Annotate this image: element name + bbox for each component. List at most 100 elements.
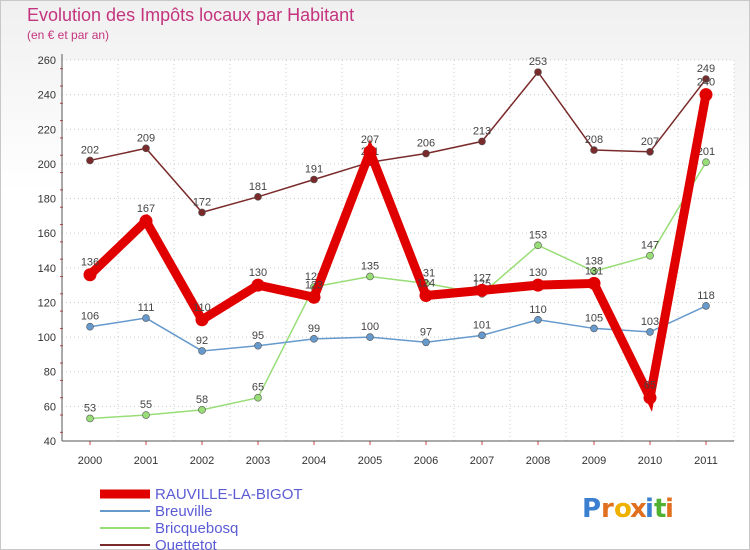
data-point bbox=[590, 267, 598, 276]
legend-label: Breuville bbox=[155, 503, 213, 520]
data-point bbox=[195, 313, 209, 327]
chart-title: Evolution des Impôts locaux par Habitant bbox=[27, 5, 355, 25]
y-tick-label: 160 bbox=[38, 228, 56, 240]
data-label: 99 bbox=[308, 323, 320, 335]
x-tick-label: 2001 bbox=[134, 455, 158, 467]
data-point bbox=[307, 290, 321, 304]
y-tick-label: 240 bbox=[38, 90, 56, 102]
data-point bbox=[310, 175, 318, 184]
data-label: 100 bbox=[361, 321, 379, 333]
data-label: 153 bbox=[529, 229, 547, 241]
data-label: 110 bbox=[529, 304, 547, 316]
chart-subtitle: (en € et par an) bbox=[27, 28, 110, 42]
data-label: 127 bbox=[473, 272, 491, 284]
x-tick-label: 2011 bbox=[694, 455, 718, 467]
data-point bbox=[534, 68, 542, 76]
data-label: 110 bbox=[193, 302, 211, 314]
x-tick-label: 2006 bbox=[414, 455, 438, 467]
data-label: 181 bbox=[249, 181, 267, 193]
data-point bbox=[366, 333, 374, 341]
x-tick-label: 2009 bbox=[582, 455, 606, 467]
data-label: 101 bbox=[473, 319, 491, 331]
data-label: 130 bbox=[529, 267, 547, 279]
data-label: 191 bbox=[305, 163, 323, 175]
data-point bbox=[646, 147, 654, 156]
series-line-breuville bbox=[89, 305, 707, 352]
data-point bbox=[310, 335, 318, 343]
data-point bbox=[590, 324, 598, 333]
data-label: 240 bbox=[697, 77, 715, 89]
data-label: 131 bbox=[585, 265, 603, 277]
data-point bbox=[643, 391, 657, 405]
data-label: 249 bbox=[697, 63, 715, 75]
y-tick-label: 220 bbox=[38, 124, 56, 136]
data-label: 213 bbox=[473, 125, 491, 137]
data-point bbox=[590, 146, 598, 154]
y-tick-label: 140 bbox=[38, 263, 56, 275]
data-point bbox=[254, 193, 262, 201]
data-point bbox=[475, 283, 489, 297]
data-label: 106 bbox=[81, 311, 99, 323]
data-label: 209 bbox=[137, 132, 155, 144]
data-label: 208 bbox=[585, 134, 603, 146]
data-label: 58 bbox=[196, 394, 208, 406]
y-tick-label: 100 bbox=[38, 332, 56, 344]
logo-letter: r bbox=[601, 494, 614, 524]
data-point bbox=[254, 393, 262, 402]
x-tick-label: 2002 bbox=[190, 455, 214, 467]
x-tick-label: 2003 bbox=[246, 455, 270, 467]
data-label: 95 bbox=[252, 330, 264, 342]
data-label: 103 bbox=[641, 316, 659, 328]
data-label: 123 bbox=[305, 279, 323, 291]
data-point bbox=[86, 322, 94, 331]
data-point bbox=[251, 278, 265, 292]
data-point bbox=[422, 338, 430, 347]
data-label: 65 bbox=[644, 380, 656, 392]
data-point bbox=[422, 149, 430, 158]
data-label: 201 bbox=[697, 146, 715, 158]
data-label: 147 bbox=[641, 240, 659, 252]
data-label: 172 bbox=[193, 196, 211, 208]
data-point bbox=[587, 276, 601, 290]
legend-label: Quettetot bbox=[155, 537, 218, 550]
data-point bbox=[366, 272, 374, 281]
logo-letter: P bbox=[582, 494, 601, 524]
data-point bbox=[83, 268, 97, 282]
logo-letter: i bbox=[665, 494, 674, 524]
data-label: 55 bbox=[140, 399, 152, 411]
data-label: 53 bbox=[84, 402, 96, 414]
logo-letter: o bbox=[614, 494, 632, 524]
series-line-rauville-la-bigot bbox=[86, 93, 711, 412]
data-label: 124 bbox=[417, 278, 435, 290]
y-tick-label: 40 bbox=[44, 436, 56, 448]
data-label: 136 bbox=[81, 257, 99, 269]
y-tick-label: 180 bbox=[38, 194, 56, 206]
x-tick-label: 2004 bbox=[302, 455, 326, 467]
data-point bbox=[478, 331, 486, 340]
x-tick-label: 2008 bbox=[526, 455, 550, 467]
y-tick-label: 80 bbox=[44, 367, 56, 379]
data-point bbox=[702, 302, 710, 310]
data-point bbox=[142, 314, 150, 322]
data-point bbox=[699, 88, 713, 102]
series-line-bricquebosq bbox=[89, 161, 707, 420]
x-tick-label: 2007 bbox=[470, 455, 494, 467]
data-point bbox=[534, 315, 542, 324]
x-tick-label: 2000 bbox=[78, 455, 102, 467]
legend-label: RAUVILLE-LA-BIGOT bbox=[155, 486, 303, 503]
data-point bbox=[198, 406, 206, 414]
data-point bbox=[702, 158, 710, 166]
data-label: 92 bbox=[196, 335, 208, 347]
series-line-quettetot bbox=[89, 70, 707, 214]
data-point bbox=[198, 208, 206, 217]
logo-letter: x bbox=[630, 494, 647, 524]
data-point bbox=[419, 289, 433, 303]
data-label: 206 bbox=[417, 138, 435, 150]
data-label: 202 bbox=[81, 144, 99, 156]
y-tick-label: 60 bbox=[44, 401, 56, 413]
x-tick-label: 2005 bbox=[358, 455, 382, 467]
data-label: 207 bbox=[641, 136, 659, 148]
data-point bbox=[534, 241, 542, 250]
data-label: 111 bbox=[138, 302, 155, 314]
data-point bbox=[646, 251, 654, 260]
